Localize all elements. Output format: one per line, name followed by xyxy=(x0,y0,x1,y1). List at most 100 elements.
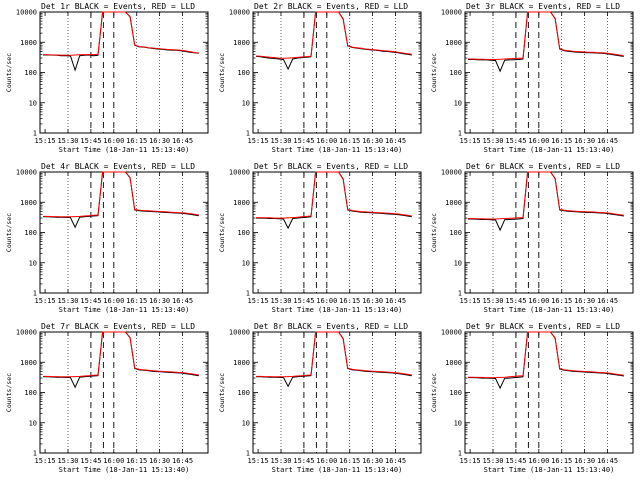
panel-det-1: 1 10 100 1000 10000 15:15 15:30 15:45 16:00 16:15… xyxy=(5,2,209,154)
y-tick-label: 10 xyxy=(454,419,462,427)
x-tick-label: 16:00 xyxy=(103,457,124,465)
x-tick-label: 16:15 xyxy=(126,297,147,305)
y-tick-label: 100 xyxy=(24,389,37,397)
panel-title: Det 2r BLACK = Events, RED = LLD xyxy=(254,2,408,11)
x-tick-label: 16:00 xyxy=(528,137,549,145)
y-tick-label: 100 xyxy=(449,229,462,237)
x-tick-label: 16:30 xyxy=(362,297,383,305)
y-tick-label: 10000 xyxy=(441,9,462,17)
y-tick-label: 10000 xyxy=(16,9,37,17)
x-tick-label: 16:30 xyxy=(149,297,170,305)
y-tick-label: 10000 xyxy=(441,329,462,337)
y-axis-label: Counts/sec xyxy=(430,213,438,252)
y-tick-label: 10 xyxy=(29,259,37,267)
x-tick-label: 16:30 xyxy=(362,457,383,465)
y-axis-label: Counts/sec xyxy=(430,373,438,412)
y-tick-label: 1000 xyxy=(20,359,37,367)
x-tick-label: 16:30 xyxy=(149,457,170,465)
y-axis-label: Counts/sec xyxy=(5,373,13,412)
panel-det-8: 1 10 100 1000 10000 15:15 15:30 15:45 16:00 16:15… xyxy=(218,322,422,474)
series-lld-line xyxy=(468,171,624,220)
x-tick-label: 15:30 xyxy=(270,297,291,305)
x-tick-label: 15:30 xyxy=(57,297,78,305)
panel-title: Det 9r BLACK = Events, RED = LLD xyxy=(466,322,620,331)
x-axis-label: Start Time (18-Jan-11 15:13:40) xyxy=(484,466,615,474)
x-tick-label: 16:45 xyxy=(597,457,618,465)
y-axis-label: Counts/sec xyxy=(5,53,13,92)
x-axis-label: Start Time (18-Jan-11 15:13:40) xyxy=(59,146,190,154)
x-tick-label: 16:00 xyxy=(528,297,549,305)
x-tick-label: 15:30 xyxy=(57,457,78,465)
y-tick-label: 1 xyxy=(33,290,37,298)
y-tick-label: 100 xyxy=(237,229,250,237)
x-axis-label: Start Time (18-Jan-11 15:13:40) xyxy=(59,466,190,474)
series-lld-line xyxy=(43,331,199,378)
panel-det-2: 1 10 100 1000 10000 15:15 15:30 15:45 16:00 16:15… xyxy=(218,2,422,154)
x-tick-label: 15:45 xyxy=(293,137,314,145)
x-axis-label: Start Time (18-Jan-11 15:13:40) xyxy=(59,306,190,314)
x-tick-label: 15:15 xyxy=(35,297,56,305)
y-tick-label: 1000 xyxy=(20,199,37,207)
x-tick-label: 16:30 xyxy=(574,297,595,305)
y-tick-label: 10 xyxy=(454,99,462,107)
y-tick-label: 1 xyxy=(458,130,462,138)
y-tick-label: 100 xyxy=(24,229,37,237)
series-lld-line xyxy=(256,11,412,59)
x-tick-label: 16:45 xyxy=(385,137,406,145)
x-tick-label: 15:30 xyxy=(482,137,503,145)
x-tick-label: 16:00 xyxy=(316,457,337,465)
y-tick-label: 1 xyxy=(246,290,250,298)
x-tick-label: 16:00 xyxy=(316,297,337,305)
panel-det-9: 1 10 100 1000 10000 15:15 15:30 15:45 16:00 16:15… xyxy=(430,322,634,474)
y-tick-label: 1 xyxy=(246,130,250,138)
panel-det-5: 1 10 100 1000 10000 15:15 15:30 15:45 16:00 16:15… xyxy=(218,162,422,314)
y-tick-label: 1000 xyxy=(445,39,462,47)
y-axis-label: Counts/sec xyxy=(218,53,226,92)
series-lld-line xyxy=(43,11,199,56)
y-tick-label: 10000 xyxy=(16,329,37,337)
x-tick-label: 16:15 xyxy=(551,457,572,465)
series-lld-line xyxy=(256,171,412,219)
series-lld-line xyxy=(468,11,624,60)
y-tick-label: 10 xyxy=(242,419,250,427)
panel-title: Det 1r BLACK = Events, RED = LLD xyxy=(41,2,195,11)
x-tick-label: 16:45 xyxy=(597,297,618,305)
x-tick-label: 16:00 xyxy=(103,297,124,305)
x-tick-label: 16:30 xyxy=(574,457,595,465)
x-tick-label: 16:45 xyxy=(172,297,193,305)
x-axis-label: Start Time (18-Jan-11 15:13:40) xyxy=(484,146,615,154)
y-tick-label: 10000 xyxy=(441,169,462,177)
y-tick-label: 100 xyxy=(449,389,462,397)
x-tick-label: 16:45 xyxy=(385,457,406,465)
y-tick-label: 10 xyxy=(454,259,462,267)
y-tick-label: 1000 xyxy=(20,39,37,47)
y-tick-label: 1000 xyxy=(445,199,462,207)
y-axis-label: Counts/sec xyxy=(5,213,13,252)
x-tick-label: 15:45 xyxy=(505,137,526,145)
y-tick-label: 100 xyxy=(237,69,250,77)
panel-title: Det 3r BLACK = Events, RED = LLD xyxy=(466,2,620,11)
panel-det-4: 1 10 100 1000 10000 15:15 15:30 15:45 16:00 16:15… xyxy=(5,162,209,314)
y-tick-label: 1 xyxy=(458,290,462,298)
panel-det-6: 1 10 100 1000 10000 15:15 15:30 15:45 16:00 16:15… xyxy=(430,162,634,314)
panel-title: Det 8r BLACK = Events, RED = LLD xyxy=(254,322,408,331)
panel-title: Det 6r BLACK = Events, RED = LLD xyxy=(466,162,620,171)
x-tick-label: 16:15 xyxy=(551,297,572,305)
y-tick-label: 1 xyxy=(33,130,37,138)
x-tick-label: 15:15 xyxy=(460,137,481,145)
x-tick-label: 16:30 xyxy=(362,137,383,145)
series-lld-line xyxy=(256,331,412,378)
y-tick-label: 1000 xyxy=(233,359,250,367)
x-axis-label: Start Time (18-Jan-11 15:13:40) xyxy=(272,466,403,474)
series-lld-line xyxy=(468,331,624,379)
y-tick-label: 10 xyxy=(242,99,250,107)
y-axis-label: Counts/sec xyxy=(218,373,226,412)
x-tick-label: 15:30 xyxy=(270,457,291,465)
x-tick-label: 16:15 xyxy=(339,457,360,465)
y-tick-label: 100 xyxy=(449,69,462,77)
y-tick-label: 10000 xyxy=(16,169,37,177)
x-tick-label: 15:45 xyxy=(505,457,526,465)
y-tick-label: 100 xyxy=(237,389,250,397)
x-tick-label: 16:00 xyxy=(316,137,337,145)
x-tick-label: 16:30 xyxy=(149,137,170,145)
